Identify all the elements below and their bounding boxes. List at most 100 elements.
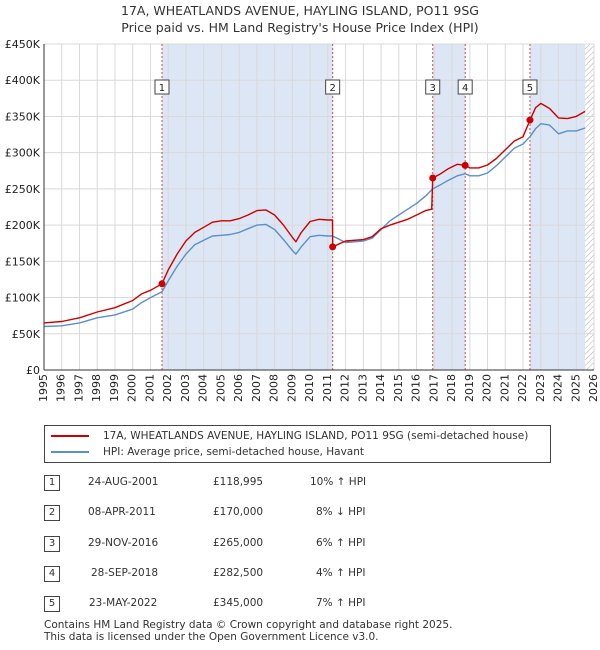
x-tick-label: 2016 bbox=[410, 374, 423, 402]
transaction-hpi: 8% ↓ HPI bbox=[316, 506, 366, 518]
y-tick-label: £0 bbox=[26, 364, 40, 377]
y-tick-label: £250K bbox=[5, 183, 41, 196]
x-tick-label: 2024 bbox=[552, 374, 565, 402]
x-tick-label: 2010 bbox=[303, 374, 316, 402]
transaction-price: £282,500 bbox=[213, 567, 264, 579]
sale-marker-label: 4 bbox=[462, 83, 468, 94]
transaction-number: 1 bbox=[44, 475, 60, 491]
x-tick-label: 2021 bbox=[498, 374, 511, 402]
x-tick-label: 1997 bbox=[72, 374, 85, 402]
y-tick-label: £150K bbox=[5, 255, 41, 268]
sale-marker-label: 2 bbox=[329, 83, 335, 94]
sale-point bbox=[461, 161, 469, 169]
x-tick-label: 2018 bbox=[445, 374, 458, 402]
x-tick-label: 2019 bbox=[463, 374, 476, 402]
table-row: 1 24-AUG-2001 £118,995 10% ↑ HPI bbox=[0, 475, 600, 493]
x-tick-label: 1996 bbox=[55, 374, 68, 402]
footer-licence: This data is licensed under the Open Gov… bbox=[44, 631, 379, 643]
chart-title-address: 17A, WHEATLANDS AVENUE, HAYLING ISLAND, … bbox=[121, 3, 479, 18]
y-tick-label: £350K bbox=[5, 110, 41, 123]
y-tick-label: £400K bbox=[5, 74, 41, 87]
x-tick-label: 2025 bbox=[569, 374, 582, 402]
x-tick-label: 2015 bbox=[392, 374, 405, 402]
sale-point bbox=[526, 116, 534, 124]
x-tick-label: 2017 bbox=[427, 374, 440, 402]
y-tick-label: £200K bbox=[5, 219, 41, 232]
x-tick-label: 2007 bbox=[250, 374, 263, 402]
transaction-number: 2 bbox=[44, 505, 60, 521]
chart-title: 17A, WHEATLANDS AVENUE, HAYLING ISLAND, … bbox=[0, 2, 600, 36]
legend-item-hpi: HPI: Average price, semi-detached house,… bbox=[45, 444, 364, 460]
transaction-date: 29-NOV-2016 bbox=[88, 537, 159, 549]
sale-marker-label: 3 bbox=[430, 83, 436, 94]
shaded-period bbox=[161, 44, 333, 370]
transaction-date: 24-AUG-2001 bbox=[88, 476, 159, 488]
legend-swatch-property bbox=[51, 435, 89, 437]
legend-item-property: 17A, WHEATLANDS AVENUE, HAYLING ISLAND, … bbox=[45, 428, 528, 444]
x-tick-label: 2022 bbox=[516, 374, 529, 402]
transaction-hpi: 4% ↑ HPI bbox=[316, 567, 366, 579]
x-tick-label: 2005 bbox=[214, 374, 227, 402]
x-tick-label: 1999 bbox=[108, 374, 121, 402]
y-tick-label: £300K bbox=[5, 147, 41, 160]
transaction-hpi: 7% ↑ HPI bbox=[316, 597, 366, 609]
x-tick-label: 1998 bbox=[90, 374, 103, 402]
transaction-date: 28-SEP-2018 bbox=[91, 567, 159, 579]
x-tick-label: 1995 bbox=[37, 374, 50, 402]
chart-legend: 17A, WHEATLANDS AVENUE, HAYLING ISLAND, … bbox=[44, 425, 551, 463]
legend-label-hpi: HPI: Average price, semi-detached house,… bbox=[103, 446, 364, 458]
transaction-hpi: 10% ↑ HPI bbox=[310, 476, 367, 488]
sale-marker-box bbox=[154, 79, 170, 95]
transaction-price: £265,000 bbox=[213, 537, 264, 549]
x-tick-label: 2001 bbox=[143, 374, 156, 402]
x-tick-label: 2012 bbox=[339, 374, 352, 402]
sale-marker-box bbox=[522, 79, 538, 95]
table-row: 4 28-SEP-2018 £282,500 4% ↑ HPI bbox=[0, 566, 600, 584]
x-tick-label: 2003 bbox=[179, 374, 192, 402]
x-tick-label: 2002 bbox=[161, 374, 174, 402]
transaction-price: £118,995 bbox=[213, 476, 264, 488]
transaction-date: 08-APR-2011 bbox=[88, 506, 156, 518]
y-tick-label: £50K bbox=[12, 328, 41, 341]
forecast-hatch bbox=[585, 44, 594, 370]
x-tick-label: 2011 bbox=[321, 374, 334, 402]
sale-marker-label: 5 bbox=[527, 83, 533, 94]
sale-marker-label: 1 bbox=[159, 83, 165, 94]
x-tick-label: 2013 bbox=[356, 374, 369, 402]
x-tick-label: 2006 bbox=[232, 374, 245, 402]
shaded-period bbox=[432, 44, 466, 370]
footer-attribution: Contains HM Land Registry data © Crown c… bbox=[44, 619, 452, 643]
x-tick-label: 2000 bbox=[126, 374, 139, 402]
transaction-number: 5 bbox=[44, 596, 60, 612]
y-tick-label: £100K bbox=[5, 292, 41, 305]
sale-point bbox=[429, 174, 437, 182]
price-chart: 1 2 3 4 5 £0 £50K £100K £150K £200K £250K £300K £35… bbox=[5, 38, 600, 402]
transaction-hpi: 6% ↑ HPI bbox=[316, 537, 366, 549]
x-tick-label: 2020 bbox=[481, 374, 494, 402]
footer-copyright: Contains HM Land Registry data © Crown c… bbox=[44, 619, 453, 631]
sale-point bbox=[329, 243, 337, 251]
transaction-price: £345,000 bbox=[213, 597, 264, 609]
table-row: 2 08-APR-2011 £170,000 8% ↓ HPI bbox=[0, 505, 600, 523]
x-tick-label: 2008 bbox=[268, 374, 281, 402]
chart-title-subtitle: Price paid vs. HM Land Registry's House … bbox=[121, 20, 479, 35]
sale-marker-box bbox=[425, 79, 441, 95]
x-tick-label: 2023 bbox=[534, 374, 547, 402]
sale-point bbox=[158, 280, 166, 288]
sale-marker-box bbox=[325, 79, 341, 95]
table-row: 5 23-MAY-2022 £345,000 7% ↑ HPI bbox=[0, 596, 600, 614]
transaction-date: 23-MAY-2022 bbox=[89, 597, 158, 609]
legend-swatch-hpi bbox=[51, 451, 89, 453]
x-tick-label: 2004 bbox=[197, 374, 210, 402]
y-tick-label: £450K bbox=[5, 38, 41, 51]
transaction-price: £170,000 bbox=[213, 506, 264, 518]
shaded-period bbox=[529, 44, 586, 370]
table-row: 3 29-NOV-2016 £265,000 6% ↑ HPI bbox=[0, 536, 600, 554]
sale-marker-box bbox=[457, 79, 473, 95]
transaction-number: 3 bbox=[44, 536, 60, 552]
transaction-number: 4 bbox=[44, 566, 60, 582]
x-tick-label: 2009 bbox=[285, 374, 298, 402]
x-tick-label: 2026 bbox=[587, 374, 600, 402]
legend-label-property: 17A, WHEATLANDS AVENUE, HAYLING ISLAND, … bbox=[103, 430, 529, 442]
x-tick-label: 2014 bbox=[374, 374, 387, 402]
